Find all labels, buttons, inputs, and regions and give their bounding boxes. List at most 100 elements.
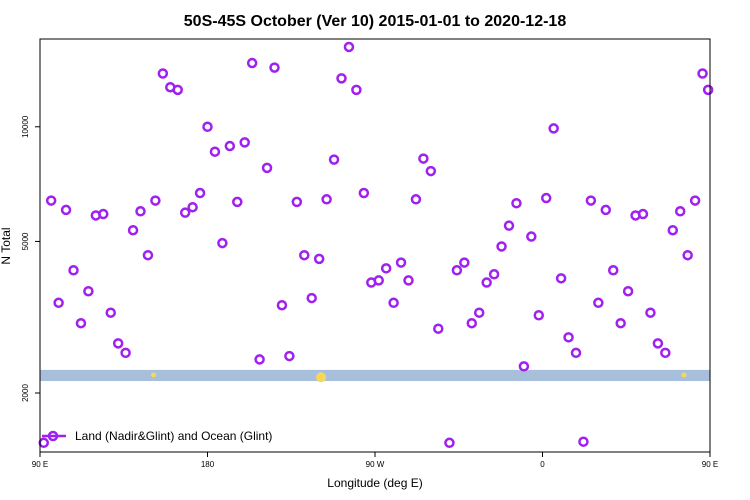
highlight-mark [681,372,687,378]
legend-entry: Land (Nadir&Glint) and Ocean (Glint) [75,429,272,443]
data-point [321,194,332,205]
data-point [563,332,574,343]
data-point [548,123,559,134]
data-point [157,68,169,79]
data-point [418,153,429,164]
data-point [269,62,280,73]
data-point [518,361,530,372]
y-axis-ticks: 2000 5000 10000 [21,115,40,402]
data-point [697,68,708,79]
data-point [615,317,626,329]
x-tick-label: 90 W [366,460,385,469]
data-point [444,437,455,449]
data-point [388,297,399,309]
data-point [593,297,604,309]
legend: Land (Nadir&Glint) and Ocean (Glint) [42,429,272,443]
plot-area [38,38,714,453]
y-tick-label: 5000 [21,232,30,250]
data-point [209,146,221,157]
data-point [120,347,131,359]
data-point [142,249,154,261]
legend-circle-marker [47,430,59,442]
data-point [481,277,492,288]
highlight-mark [316,372,327,383]
data-point [187,201,198,213]
data-point [689,195,701,206]
data-point [328,154,340,165]
x-tick-label: 90 E [702,460,718,469]
data-point [637,208,649,220]
data-point [358,187,370,199]
data-point [674,206,686,217]
data-point [202,121,213,133]
data-point [578,436,589,447]
data-point [667,224,679,236]
data-point [336,73,347,84]
data-point [224,140,236,152]
data-point [127,224,139,236]
data-point [645,307,656,318]
data-point [105,307,116,318]
data-point [526,231,537,242]
data-point [488,269,500,280]
data-point [622,285,634,297]
highlight-mark [151,372,157,378]
data-point [68,265,79,276]
data-point [276,299,288,311]
x-axis-ticks: 90 E 180 90 W 0 90 E [32,452,718,469]
data-point [194,187,206,199]
data-point [503,220,515,231]
plot-frame [39,38,711,453]
data-point [53,297,64,309]
data-point [585,195,597,206]
data-point [112,338,124,349]
data-point [38,437,49,449]
data-point [98,208,109,220]
data-point [652,338,664,349]
data-point [540,192,552,204]
highlight-layer [151,372,687,383]
data-point [172,84,183,96]
data-point [261,162,273,174]
data-point [403,275,414,286]
data-point [254,354,265,365]
data-points [38,41,714,449]
data-point [496,241,507,252]
data-point [555,273,567,284]
data-point [466,317,478,329]
chart-title: 50S-45S October (Ver 10) 2015-01-01 to 2… [184,13,567,30]
data-point [60,204,72,216]
y-axis-label: N Total [0,227,13,264]
data-point [150,195,161,206]
y-tick-label: 2000 [21,384,30,402]
data-point [380,263,392,274]
data-point [451,265,463,276]
data-point [299,249,310,261]
x-tick-label: 0 [540,460,545,469]
data-point [83,285,94,297]
data-point [232,196,243,208]
data-point [433,323,444,334]
data-point [607,265,619,276]
data-point [570,347,582,359]
data-point [702,84,714,96]
data-point [473,307,485,318]
data-point [459,257,470,268]
data-point [511,197,522,209]
data-point [313,253,325,265]
data-point [217,237,228,249]
band [40,369,710,382]
band-layer [40,369,710,382]
data-point [600,204,612,216]
data-point [395,257,407,268]
data-point [135,206,146,217]
data-point [75,317,87,329]
data-point [351,84,362,96]
data-point [533,310,545,321]
y-tick-label: 10000 [21,115,30,138]
data-point [343,41,355,53]
data-point [425,165,437,177]
data-point [373,275,384,286]
data-point [45,195,57,206]
